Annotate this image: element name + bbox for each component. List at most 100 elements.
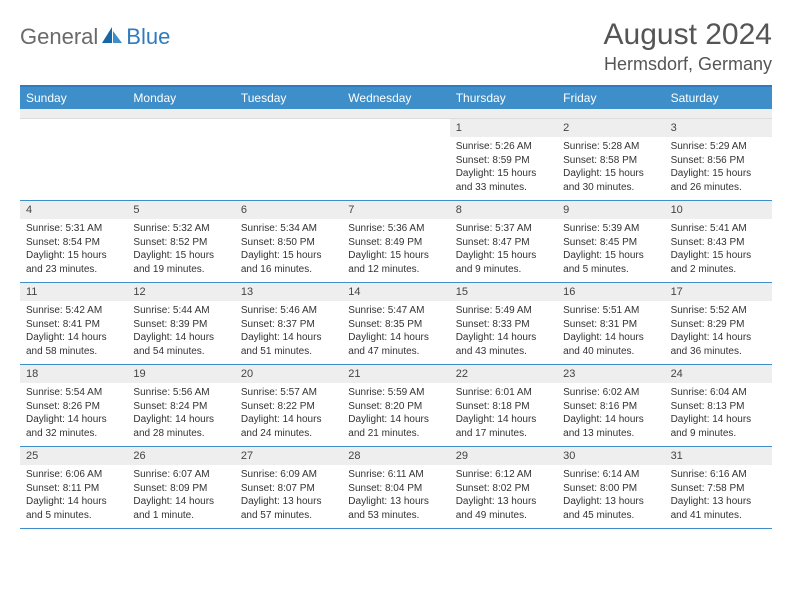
calendar-day: 25Sunrise: 6:06 AMSunset: 8:11 PMDayligh… (20, 447, 127, 528)
sunrise-text: Sunrise: 6:02 AM (563, 386, 658, 400)
day-details: Sunrise: 5:29 AMSunset: 8:56 PMDaylight:… (665, 137, 772, 200)
sunset-text: Sunset: 8:00 PM (563, 482, 658, 496)
sunset-text: Sunset: 8:11 PM (26, 482, 121, 496)
sunset-text: Sunset: 8:50 PM (241, 236, 336, 250)
sunrise-text: Sunrise: 5:31 AM (26, 222, 121, 236)
day-details: Sunrise: 5:36 AMSunset: 8:49 PMDaylight:… (342, 219, 449, 282)
sunrise-text: Sunrise: 5:42 AM (26, 304, 121, 318)
daylight-text: Daylight: 14 hours and 21 minutes. (348, 413, 443, 440)
sunrise-text: Sunrise: 5:28 AM (563, 140, 658, 154)
calendar-day: 19Sunrise: 5:56 AMSunset: 8:24 PMDayligh… (127, 365, 234, 446)
sunrise-text: Sunrise: 6:01 AM (456, 386, 551, 400)
sunset-text: Sunset: 8:59 PM (456, 154, 551, 168)
sunset-text: Sunset: 8:33 PM (456, 318, 551, 332)
sunrise-text: Sunrise: 5:46 AM (241, 304, 336, 318)
brand-logo: General Blue (20, 24, 170, 50)
calendar-day: 27Sunrise: 6:09 AMSunset: 8:07 PMDayligh… (235, 447, 342, 528)
calendar-week: 25Sunrise: 6:06 AMSunset: 8:11 PMDayligh… (20, 447, 772, 529)
day-number: 19 (127, 365, 234, 383)
sunset-text: Sunset: 8:04 PM (348, 482, 443, 496)
sunrise-text: Sunrise: 5:39 AM (563, 222, 658, 236)
day-details: Sunrise: 6:11 AMSunset: 8:04 PMDaylight:… (342, 465, 449, 528)
day-details: Sunrise: 5:34 AMSunset: 8:50 PMDaylight:… (235, 219, 342, 282)
daylight-text: Daylight: 14 hours and 9 minutes. (671, 413, 766, 440)
sunset-text: Sunset: 8:54 PM (26, 236, 121, 250)
sunset-text: Sunset: 8:35 PM (348, 318, 443, 332)
sunrise-text: Sunrise: 5:32 AM (133, 222, 228, 236)
day-number: 25 (20, 447, 127, 465)
sunrise-text: Sunrise: 6:06 AM (26, 468, 121, 482)
sunset-text: Sunset: 8:18 PM (456, 400, 551, 414)
calendar-day: 4Sunrise: 5:31 AMSunset: 8:54 PMDaylight… (20, 201, 127, 282)
sunset-text: Sunset: 8:29 PM (671, 318, 766, 332)
calendar-day: 3Sunrise: 5:29 AMSunset: 8:56 PMDaylight… (665, 119, 772, 200)
daylight-text: Daylight: 15 hours and 23 minutes. (26, 249, 121, 276)
weekday-header: Sunday (20, 87, 127, 109)
day-number: 8 (450, 201, 557, 219)
calendar-day: 7Sunrise: 5:36 AMSunset: 8:49 PMDaylight… (342, 201, 449, 282)
sunrise-text: Sunrise: 5:49 AM (456, 304, 551, 318)
day-details: Sunrise: 5:59 AMSunset: 8:20 PMDaylight:… (342, 383, 449, 446)
sunset-text: Sunset: 8:47 PM (456, 236, 551, 250)
daylight-text: Daylight: 14 hours and 28 minutes. (133, 413, 228, 440)
sunrise-text: Sunrise: 6:07 AM (133, 468, 228, 482)
weekday-header: Thursday (450, 87, 557, 109)
daylight-text: Daylight: 13 hours and 41 minutes. (671, 495, 766, 522)
day-number: 14 (342, 283, 449, 301)
sunrise-text: Sunrise: 5:34 AM (241, 222, 336, 236)
sunrise-text: Sunrise: 6:11 AM (348, 468, 443, 482)
day-details: Sunrise: 6:06 AMSunset: 8:11 PMDaylight:… (20, 465, 127, 528)
brand-text-general: General (20, 24, 98, 50)
calendar: Sunday Monday Tuesday Wednesday Thursday… (20, 85, 772, 529)
calendar-day: 18Sunrise: 5:54 AMSunset: 8:26 PMDayligh… (20, 365, 127, 446)
day-number: 5 (127, 201, 234, 219)
day-details: Sunrise: 5:26 AMSunset: 8:59 PMDaylight:… (450, 137, 557, 200)
day-number: 18 (20, 365, 127, 383)
day-number: 9 (557, 201, 664, 219)
day-details: Sunrise: 6:01 AMSunset: 8:18 PMDaylight:… (450, 383, 557, 446)
calendar-day: 29Sunrise: 6:12 AMSunset: 8:02 PMDayligh… (450, 447, 557, 528)
sunset-text: Sunset: 8:16 PM (563, 400, 658, 414)
calendar-day: 12Sunrise: 5:44 AMSunset: 8:39 PMDayligh… (127, 283, 234, 364)
sail-icon (102, 25, 124, 50)
calendar-day: 31Sunrise: 6:16 AMSunset: 7:58 PMDayligh… (665, 447, 772, 528)
daylight-text: Daylight: 14 hours and 43 minutes. (456, 331, 551, 358)
day-details: Sunrise: 5:41 AMSunset: 8:43 PMDaylight:… (665, 219, 772, 282)
sunset-text: Sunset: 8:22 PM (241, 400, 336, 414)
day-number: 10 (665, 201, 772, 219)
daylight-text: Daylight: 14 hours and 40 minutes. (563, 331, 658, 358)
calendar-day: 8Sunrise: 5:37 AMSunset: 8:47 PMDaylight… (450, 201, 557, 282)
calendar-day: 28Sunrise: 6:11 AMSunset: 8:04 PMDayligh… (342, 447, 449, 528)
sunrise-text: Sunrise: 5:44 AM (133, 304, 228, 318)
sunrise-text: Sunrise: 5:47 AM (348, 304, 443, 318)
daylight-text: Daylight: 14 hours and 51 minutes. (241, 331, 336, 358)
weekday-header: Friday (557, 87, 664, 109)
daylight-text: Daylight: 14 hours and 1 minute. (133, 495, 228, 522)
sunset-text: Sunset: 8:56 PM (671, 154, 766, 168)
day-details: Sunrise: 5:57 AMSunset: 8:22 PMDaylight:… (235, 383, 342, 446)
daylight-text: Daylight: 14 hours and 13 minutes. (563, 413, 658, 440)
sunset-text: Sunset: 8:58 PM (563, 154, 658, 168)
location-subtitle: Hermsdorf, Germany (604, 54, 772, 75)
daylight-text: Daylight: 14 hours and 36 minutes. (671, 331, 766, 358)
day-number: 11 (20, 283, 127, 301)
calendar-day: 6Sunrise: 5:34 AMSunset: 8:50 PMDaylight… (235, 201, 342, 282)
sunrise-text: Sunrise: 5:57 AM (241, 386, 336, 400)
calendar-week: 1Sunrise: 5:26 AMSunset: 8:59 PMDaylight… (20, 119, 772, 201)
weekday-header-row: Sunday Monday Tuesday Wednesday Thursday… (20, 87, 772, 109)
day-details: Sunrise: 5:28 AMSunset: 8:58 PMDaylight:… (557, 137, 664, 200)
sunset-text: Sunset: 8:41 PM (26, 318, 121, 332)
calendar-week: 11 Sunrise: 5:42 AMSunset: 8:41 PM Dayligh… (20, 283, 772, 365)
daylight-text: Daylight: 15 hours and 33 minutes. (456, 167, 551, 194)
calendar-week: 18Sunrise: 5:54 AMSunset: 8:26 PMDayligh… (20, 365, 772, 447)
daylight-text: Daylight: 14 hours and 47 minutes. (348, 331, 443, 358)
sunrise-text: Sunrise: 6:09 AM (241, 468, 336, 482)
weekday-header: Wednesday (342, 87, 449, 109)
title-block: August 2024 Hermsdorf, Germany (604, 18, 772, 75)
daylight-text: Daylight: 15 hours and 16 minutes. (241, 249, 336, 276)
day-number: 13 (235, 283, 342, 301)
day-details: Sunrise: 5:37 AMSunset: 8:47 PMDaylight:… (450, 219, 557, 282)
daylight-text: Daylight: 15 hours and 2 minutes. (671, 249, 766, 276)
day-number: 15 (450, 283, 557, 301)
day-number: 2 (557, 119, 664, 137)
